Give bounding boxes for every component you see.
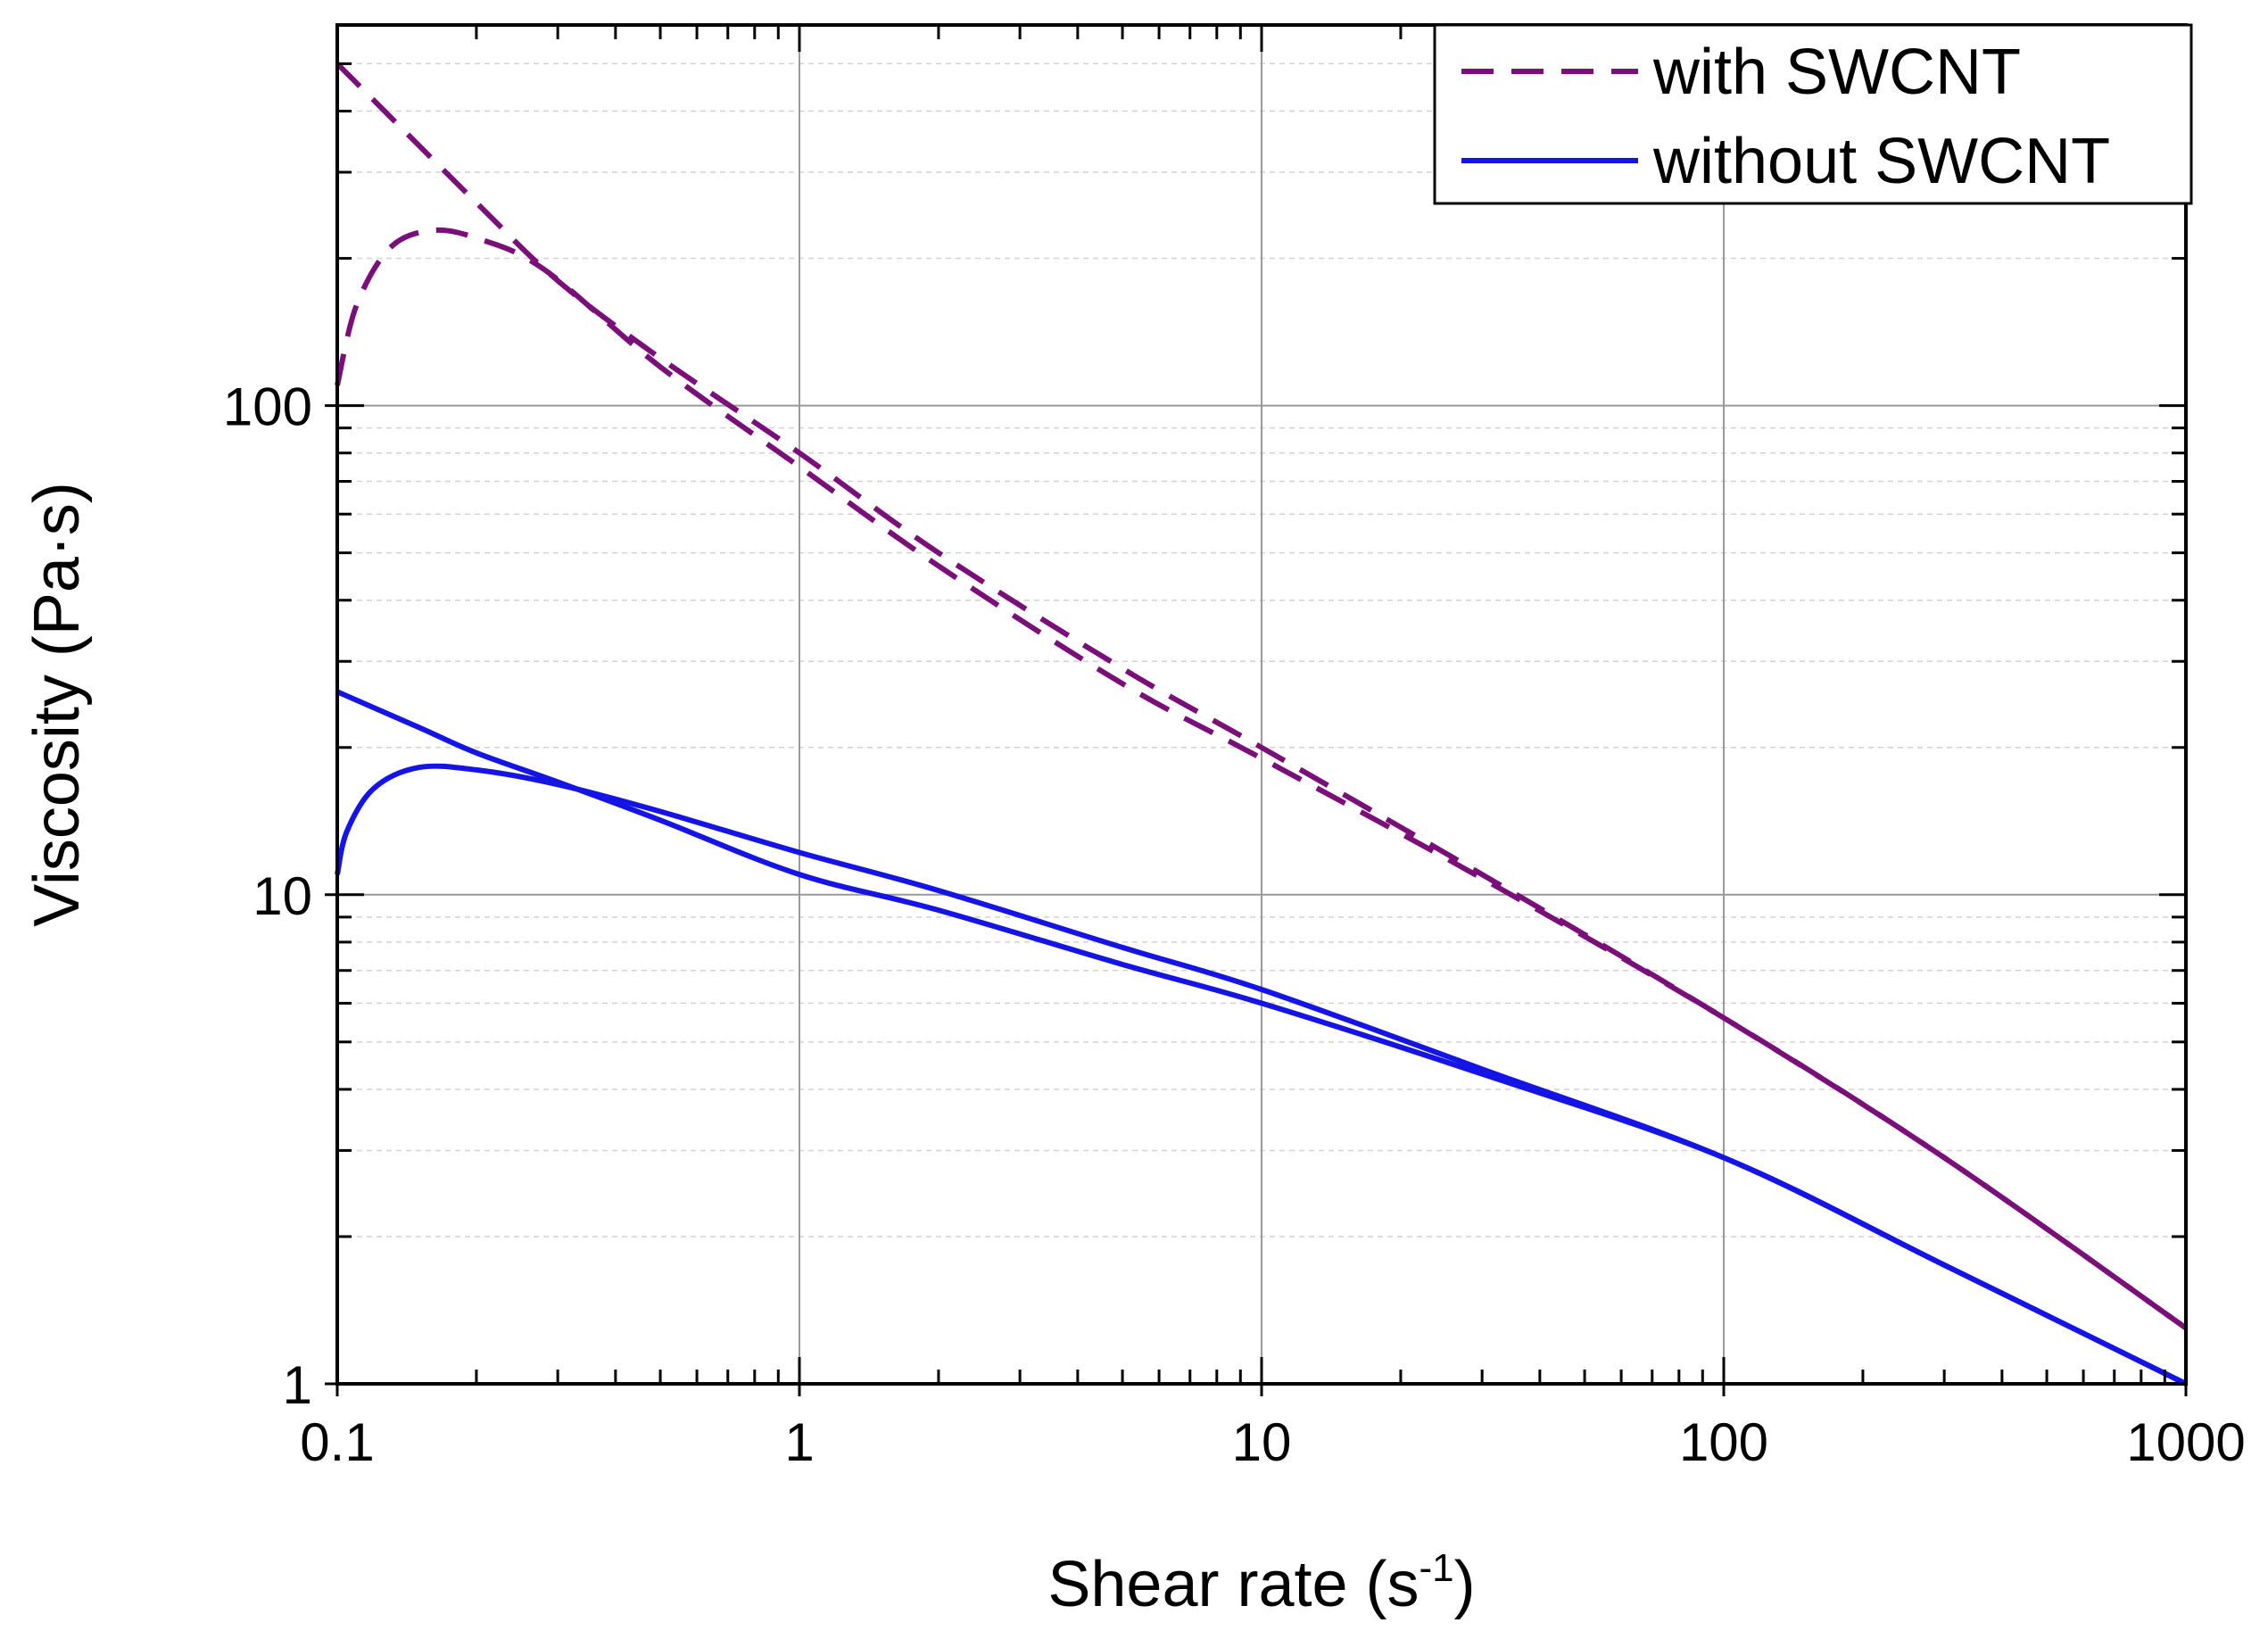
grid-layer <box>337 24 2186 1385</box>
series-line-with-swcnt <box>335 227 2188 1330</box>
series-line-without-swcnt <box>335 763 2188 1387</box>
y-tick-label: 1 <box>283 1355 312 1415</box>
x-axis-title-main: Shear rate (s <box>1047 1549 1419 1620</box>
y-axis-title: Viscosity (Pa·s) <box>21 482 93 927</box>
x-axis-title: Shear rate (s-1) <box>1047 1546 1475 1620</box>
tick-layer <box>325 23 2188 1396</box>
x-tick-label: 0.1 <box>300 1412 374 1472</box>
legend: with SWCNT without SWCNT <box>1433 23 2193 205</box>
series-layer <box>335 62 2188 1387</box>
y-tick-label: 10 <box>252 866 312 926</box>
series-line-with-swcnt <box>335 62 2188 1330</box>
x-axis-title-superscript: -1 <box>1420 1546 1454 1590</box>
legend-label-with-swcnt: with SWCNT <box>1652 37 2021 108</box>
legend-box <box>1433 23 2193 205</box>
y-tick-label: 100 <box>223 377 312 437</box>
x-tick-label: 1000 <box>2126 1412 2245 1472</box>
x-tick-label: 1 <box>784 1412 814 1472</box>
x-axis-title-suffix: ) <box>1454 1549 1476 1620</box>
legend-label-without-swcnt: without SWCNT <box>1652 126 2110 197</box>
x-tick-label: 100 <box>1679 1412 1768 1472</box>
x-tick-label: 10 <box>1232 1412 1292 1472</box>
